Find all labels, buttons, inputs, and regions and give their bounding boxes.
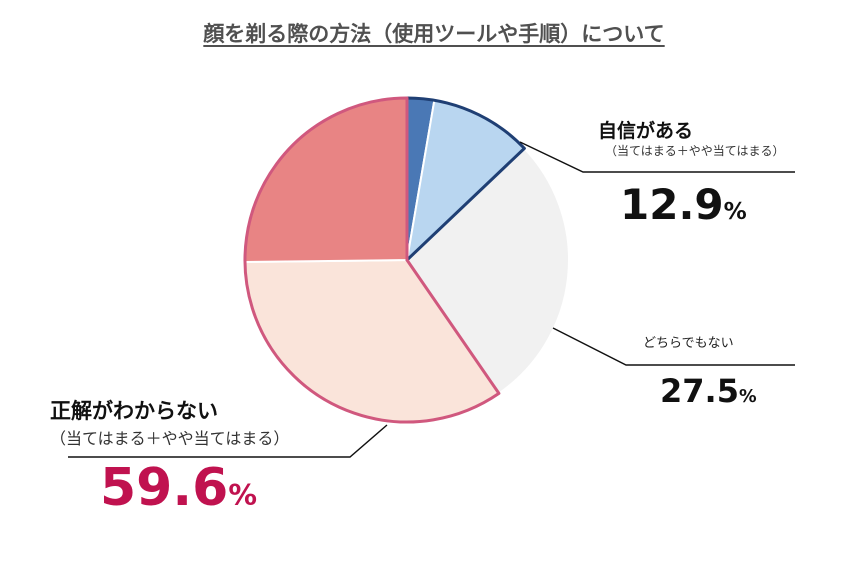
value-unsure-unit: % (228, 478, 257, 512)
value-confident-number: 12.9 (620, 180, 724, 229)
value-neither-number: 27.5 (660, 372, 739, 410)
value-confident: 12.9% (620, 180, 747, 229)
value-neither-unit: % (738, 387, 757, 407)
value-unsure: 59.6% (100, 458, 257, 518)
value-unsure-number: 59.6 (100, 458, 229, 518)
label-unsure-sub: （当てはまる＋やや当てはまる） (50, 429, 290, 448)
value-neither: 27.5% (660, 372, 757, 410)
group-outlines (243, 96, 526, 424)
leader-lines (68, 141, 795, 458)
leader-line-unsure (68, 424, 388, 458)
value-confident-unit: % (723, 199, 747, 225)
label-confident: 自信がある (598, 120, 694, 142)
outline-confident (405, 96, 526, 262)
chart-title: 顔を剃る際の方法（使用ツールや手順）について (0, 18, 868, 48)
outline-unsure (243, 96, 501, 424)
label-neither: どちらでもない (643, 336, 734, 351)
chart-title-text: 顔を剃る際の方法（使用ツールや手順）について (203, 22, 665, 46)
leader-line-confident (519, 141, 795, 173)
pie-slice-5 (244, 96, 408, 264)
label-unsure: 正解がわからない (50, 399, 218, 423)
leader-line-neither (552, 327, 795, 366)
label-confident-sub: （当てはまる＋やや当てはまる） (605, 144, 785, 158)
pie-slice-3 (405, 146, 570, 395)
